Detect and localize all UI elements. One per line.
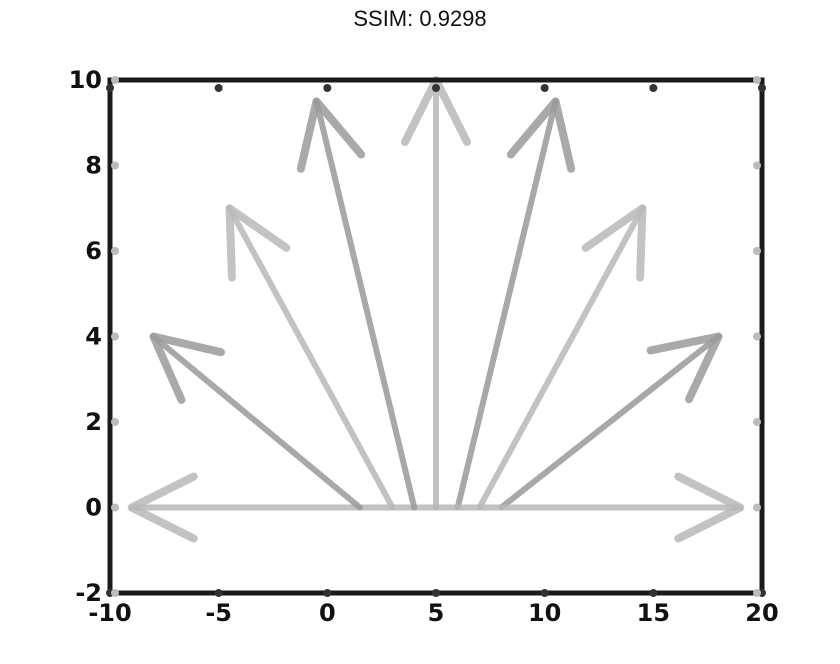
- arrow-shaft: [226, 205, 396, 511]
- x-tick-bottom: [323, 589, 332, 597]
- y-tick-right: [753, 161, 761, 170]
- y-tick-label: 6: [85, 237, 102, 265]
- arrow-head: [506, 97, 576, 173]
- arrow-head: [646, 332, 723, 404]
- arrow-head: [149, 332, 225, 404]
- x-tick-bottom: [432, 589, 440, 597]
- x-tick-top: [758, 84, 766, 92]
- y-tick-label: 8: [85, 152, 102, 180]
- chart-title: SSIM: 0.9298: [353, 6, 487, 31]
- arrow-shaft: [150, 333, 363, 511]
- y-tick-label: 2: [85, 408, 102, 436]
- quiver-arrow: [454, 97, 576, 511]
- x-tick-top: [323, 84, 332, 92]
- y-tick-left: [111, 161, 119, 170]
- quiver-arrow: [127, 472, 439, 543]
- ticks-layer: -10 -5 0 5 10 15 20 -2 0 2 4 6 8 10: [69, 66, 779, 627]
- quiver-arrow: [149, 332, 363, 511]
- quiver-arrow: [498, 332, 723, 511]
- arrow-head: [674, 472, 745, 543]
- y-tick-left: [111, 332, 119, 341]
- y-tick-left: [111, 247, 119, 255]
- arrow-head: [296, 97, 366, 173]
- x-tick-bottom: [214, 589, 223, 597]
- quiver-arrow: [401, 76, 471, 511]
- x-tick-bottom: [649, 589, 658, 597]
- x-tick-label: 0: [319, 599, 336, 627]
- y-tick-left: [111, 503, 119, 512]
- y-tick-label: 0: [85, 494, 102, 522]
- arrow-head: [225, 204, 291, 282]
- x-tick-label: 5: [428, 599, 445, 627]
- x-tick-label: -10: [88, 599, 131, 627]
- x-tick-top: [214, 84, 223, 92]
- x-tick-top: [432, 84, 440, 92]
- x-tick-label: 20: [745, 599, 778, 627]
- arrows-layer: [127, 76, 745, 543]
- arrow-head: [127, 472, 198, 543]
- arrow-head: [581, 204, 647, 282]
- arrow-shaft: [498, 333, 722, 511]
- y-tick-right: [753, 503, 761, 512]
- y-tick-label: 10: [69, 66, 102, 94]
- arrow-shaft: [476, 205, 646, 511]
- quiver-arrow: [476, 204, 647, 511]
- y-tick-left: [111, 418, 119, 426]
- quiver-arrow: [225, 204, 396, 511]
- y-tick-left: [111, 76, 119, 84]
- x-tick-label: 15: [637, 599, 670, 627]
- x-tick-label: 10: [528, 599, 561, 627]
- y-tick-label: 4: [85, 323, 102, 351]
- x-tick-label: -5: [205, 599, 232, 627]
- y-tick-right: [753, 76, 761, 84]
- y-tick-right: [753, 589, 761, 597]
- arrow-shaft: [313, 98, 418, 511]
- quiver-arrow: [296, 97, 418, 511]
- y-tick-right: [753, 332, 761, 341]
- y-tick-label: -2: [75, 579, 102, 607]
- x-tick-top: [649, 84, 658, 92]
- y-tick-right: [753, 418, 761, 426]
- x-tick-top: [106, 84, 114, 92]
- x-tick-top: [540, 84, 549, 92]
- y-tick-right: [753, 247, 761, 255]
- arrow-shaft: [454, 98, 559, 511]
- y-tick-left: [111, 589, 119, 597]
- x-tick-bottom: [540, 589, 549, 597]
- quiver-arrow: [433, 472, 745, 543]
